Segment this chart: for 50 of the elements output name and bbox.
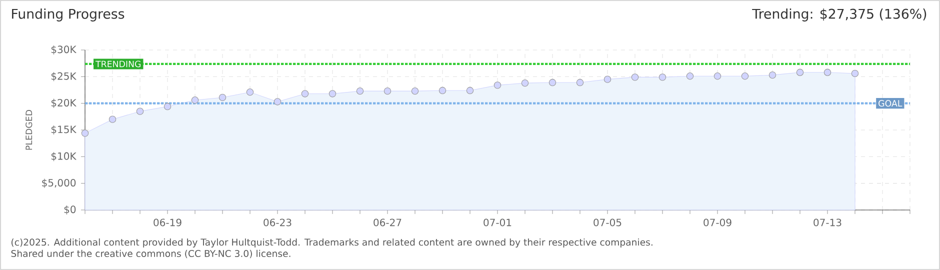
- point: [714, 72, 722, 80]
- y-tick-label: $15K: [51, 125, 76, 135]
- y-tick-label: $25K: [51, 72, 76, 82]
- y-tick-label: $10K: [51, 152, 76, 162]
- y-tick-label: $20K: [51, 98, 76, 108]
- point: [81, 130, 89, 137]
- x-tick-label: 07-13: [814, 218, 842, 226]
- point: [246, 88, 254, 96]
- point: [494, 82, 502, 89]
- x-tick-label: 06-19: [154, 218, 182, 226]
- chart-subtitle: Trending: $27,375 (136%): [752, 8, 926, 22]
- x-tick-label: 07-01: [484, 218, 512, 226]
- x-tick-label: 06-27: [374, 218, 402, 226]
- point: [824, 68, 832, 76]
- point: [164, 102, 172, 110]
- point: [108, 116, 116, 123]
- point: [851, 70, 859, 78]
- text: Shared under the creative commons (CC BY-NC 3.0) license.: [11, 250, 290, 258]
- point: [548, 78, 556, 86]
- ref-line-label: GOAL: [878, 100, 902, 107]
- x-tick-label: 07-09: [704, 218, 732, 226]
- point: [384, 87, 392, 95]
- y-tick-label: $30K: [51, 45, 76, 55]
- point: [466, 86, 474, 94]
- point: [521, 79, 529, 87]
- chart-title: Funding Progress: [12, 8, 124, 22]
- point: [136, 108, 144, 115]
- point: [796, 68, 804, 76]
- y-tick-label: $5,000: [42, 178, 76, 188]
- y-tick-label: $0: [64, 205, 76, 215]
- point: [768, 71, 776, 79]
- point: [356, 87, 364, 95]
- ref-line-label: TRENDING: [96, 60, 141, 68]
- point: [411, 87, 419, 95]
- point: [604, 76, 612, 83]
- point: [741, 72, 749, 80]
- point: [328, 90, 336, 98]
- x-tick-label: 07-05: [594, 218, 622, 226]
- point: [274, 98, 282, 106]
- point: [191, 96, 199, 104]
- point: [658, 74, 666, 81]
- point: [631, 74, 639, 81]
- point: [301, 90, 309, 98]
- text: (c)2025. Additional content provided by Taylor Hultquist-Todd. Trademarks and related content are owned by their respective companies.: [12, 238, 652, 248]
- y-axis-title: PLEDGED: [26, 110, 32, 150]
- point: [686, 72, 694, 80]
- x-tick-label: 06-23: [264, 218, 292, 226]
- point: [438, 86, 446, 94]
- point: [218, 94, 226, 102]
- point: [576, 78, 584, 86]
